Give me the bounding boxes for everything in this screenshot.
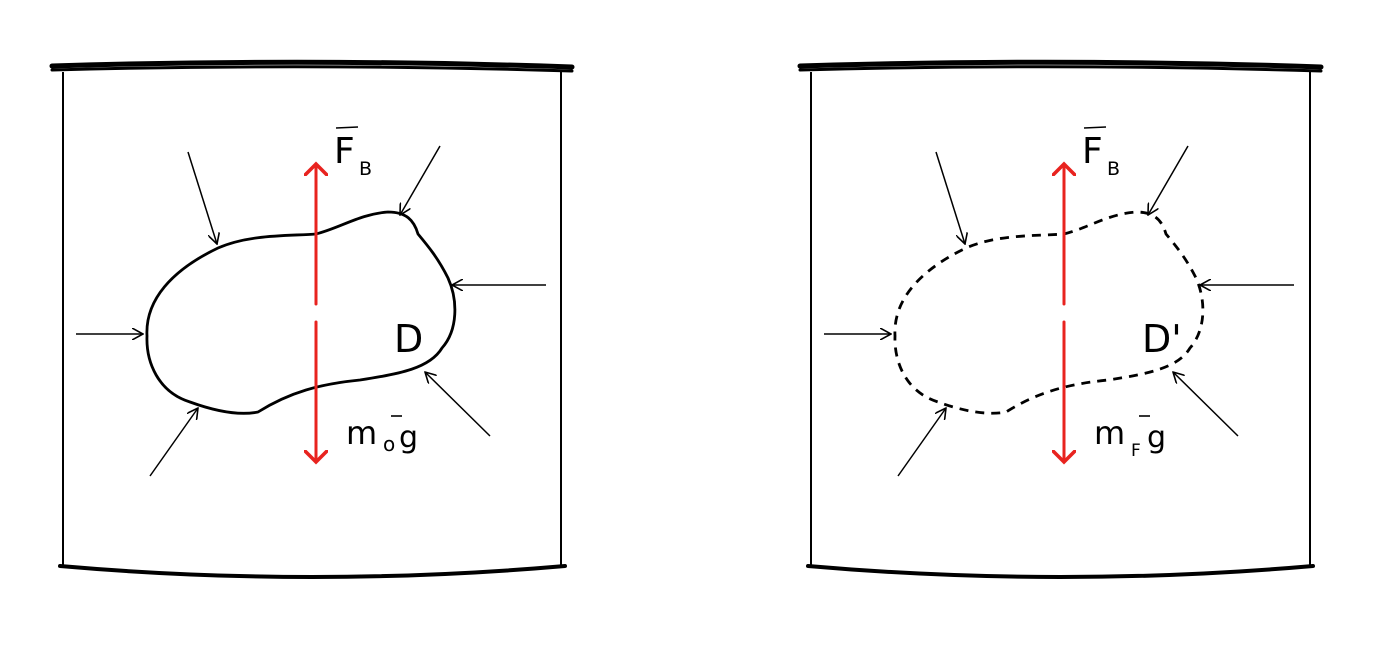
left-pressure-arrows <box>76 145 546 477</box>
right-region-outline <box>893 210 1205 415</box>
right-pressure-arrow-bottom-right <box>1173 372 1239 437</box>
left-weight-label-sub: o <box>383 432 395 456</box>
left-weight-label: m o g <box>346 414 418 456</box>
right-diagram: F B D' m F g <box>797 59 1324 579</box>
right-weight-label-main: m <box>1094 414 1125 452</box>
left-pressure-arrow-bottom-right <box>425 372 491 437</box>
left-pressure-arrow-bottom-left <box>149 408 198 477</box>
left-pressure-arrow-top-left <box>187 151 217 244</box>
left-pressure-arrow-top-right <box>400 145 441 215</box>
right-weight-label-sub: F <box>1131 441 1141 461</box>
right-buoyancy-label-sub: B <box>1107 158 1120 180</box>
left-region-label: D <box>394 317 423 361</box>
left-weight-label-main: m <box>346 414 377 452</box>
right-pressure-arrows <box>824 145 1294 477</box>
left-region-outline <box>145 210 457 415</box>
right-buoyancy-label-main: F <box>1082 131 1103 172</box>
right-weight-label-g: g <box>1147 420 1166 455</box>
left-buoyancy-label: F B <box>334 126 372 180</box>
right-weight-label: m F g <box>1094 414 1166 461</box>
left-diagram: F B D m o g <box>49 59 575 579</box>
right-pressure-arrow-bottom-left <box>897 408 946 477</box>
left-weight-label-g: g <box>399 420 418 455</box>
right-region-label: D' <box>1142 317 1182 361</box>
left-container <box>49 59 575 579</box>
left-buoyancy-label-main: F <box>334 131 355 172</box>
right-buoyancy-label: F B <box>1082 126 1120 180</box>
right-pressure-arrow-top-right <box>1148 145 1189 215</box>
left-buoyancy-label-sub: B <box>359 158 372 180</box>
right-pressure-arrow-top-left <box>935 151 965 244</box>
right-container <box>797 59 1324 579</box>
